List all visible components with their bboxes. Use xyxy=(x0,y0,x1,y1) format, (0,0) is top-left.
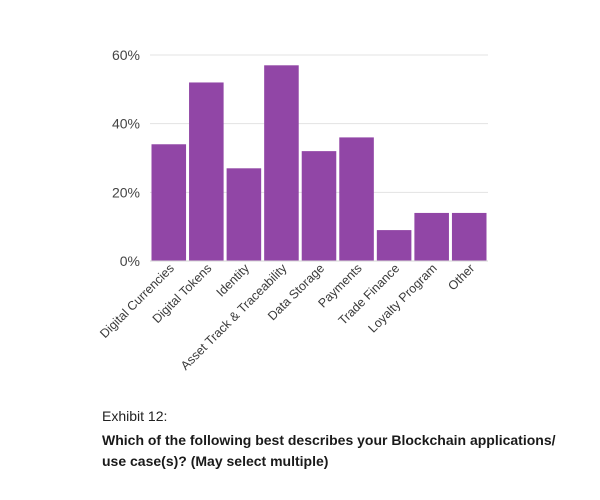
bar xyxy=(264,65,299,261)
bar xyxy=(301,151,337,261)
bar xyxy=(414,212,449,261)
caption: Exhibit 12: Which of the following best … xyxy=(102,408,572,472)
bar xyxy=(451,212,487,261)
y-tick-label: 0% xyxy=(120,253,140,269)
y-tick-label: 60% xyxy=(112,47,140,63)
bar xyxy=(189,82,224,261)
bar xyxy=(339,137,374,261)
bar xyxy=(151,144,187,261)
exhibit-label: Exhibit 12: xyxy=(102,408,168,424)
bar xyxy=(226,168,262,261)
y-tick-label: 20% xyxy=(112,184,140,200)
bar xyxy=(376,230,412,261)
survey-question: Which of the following best describes yo… xyxy=(102,432,556,469)
y-axis-ticks: 0% 20% 40% 60% xyxy=(112,47,140,269)
x-tick-label: Other xyxy=(445,261,477,293)
y-tick-label: 40% xyxy=(112,116,140,132)
bars xyxy=(151,65,487,261)
x-tick-label: Loyalty Program xyxy=(366,261,440,335)
